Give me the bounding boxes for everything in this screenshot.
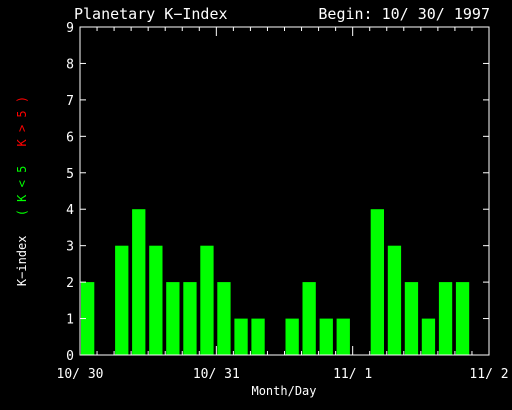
bar-12 [285,318,299,355]
ticks-group: 0 1 2 3 4 5 6 7 8 9 10/ 30 10/ 31 11/ 1 11/ 2 [57,21,509,382]
y-tick-label-1: 1 [66,313,74,328]
x-tick-label-1: 10/ 31 [193,367,240,382]
bar-15 [336,318,350,355]
y-tick-label-8: 8 [66,57,74,72]
bar-22 [455,282,470,355]
bar-21 [438,282,453,355]
bar-18 [387,245,402,355]
bar-9 [234,318,248,355]
bar-2 [115,245,129,355]
bar-8 [217,282,231,355]
y-tick-label-9: 9 [66,21,74,36]
y-axis-label-prefix: K−index [15,236,29,287]
y-tick-label-4: 4 [66,203,74,218]
bars-group [81,209,470,355]
x-tick-label-0: 10/ 30 [57,367,104,382]
chart-subtitle: Begin: 10/ 30/ 1997 [318,5,490,23]
y-tick-label-5: 5 [66,167,74,182]
bar-3 [132,209,146,355]
y-tick-label-2: 2 [66,276,74,291]
bar-0 [81,282,95,355]
y-axis-label-red: K > 5 ) [15,96,29,147]
bar-19 [404,282,419,355]
chart-title: Planetary K−Index [74,5,228,23]
x-axis-label: Month/Day [251,384,316,398]
bar-7 [200,245,214,355]
y-tick-label-3: 3 [66,240,74,255]
bar-6 [183,282,197,355]
x-tick-label-2: 11/ 1 [333,367,372,382]
bar-14 [319,318,333,355]
bar-17 [370,209,384,355]
bar-5 [166,282,180,355]
y-tick-label-6: 6 [66,130,74,145]
y-tick-label-7: 7 [66,94,74,109]
bar-10 [251,318,265,355]
x-tick-label-3: 11/ 2 [469,367,508,382]
y-tick-label-0: 0 [66,349,74,364]
y-axis-label: K−index ( K < 5 K > 5 ) [15,96,29,286]
bar-20 [421,318,436,355]
bar-13 [302,282,316,355]
bar-4 [149,245,163,355]
y-axis-label-green: ( K < 5 [15,166,29,217]
